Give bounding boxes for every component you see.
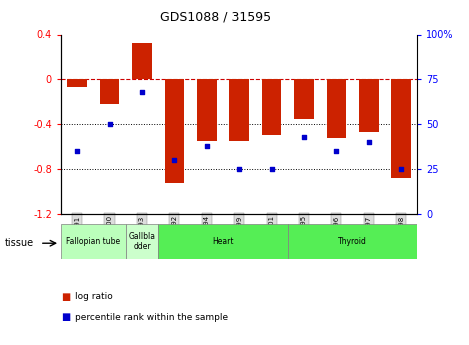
Text: Gallbla
dder: Gallbla dder: [129, 232, 156, 251]
Bar: [197, 79, 217, 141]
Bar: [262, 79, 281, 136]
Text: log ratio: log ratio: [75, 292, 113, 301]
Point: [397, 166, 405, 172]
Bar: [392, 79, 411, 178]
Point: [365, 139, 372, 145]
Point: [300, 134, 308, 139]
Bar: [294, 79, 314, 119]
Text: ■: ■: [61, 313, 70, 322]
Point: [171, 157, 178, 163]
Bar: [158, 224, 288, 259]
Bar: [68, 79, 87, 87]
Bar: [288, 224, 417, 259]
Text: Thyroid: Thyroid: [338, 237, 367, 246]
Text: tissue: tissue: [5, 238, 34, 248]
Bar: [132, 43, 151, 79]
Point: [268, 166, 275, 172]
Text: Heart: Heart: [212, 237, 234, 246]
Bar: [327, 79, 346, 138]
Point: [235, 166, 243, 172]
Point: [74, 148, 81, 154]
Bar: [61, 224, 126, 259]
Point: [333, 148, 340, 154]
Bar: [126, 224, 158, 259]
Text: GDS1088 / 31595: GDS1088 / 31595: [160, 10, 271, 23]
Bar: [359, 79, 378, 132]
Bar: [100, 79, 119, 104]
Text: Fallopian tube: Fallopian tube: [66, 237, 121, 246]
Text: percentile rank within the sample: percentile rank within the sample: [75, 313, 228, 322]
Bar: [229, 79, 249, 141]
Text: ■: ■: [61, 292, 70, 302]
Point: [203, 143, 211, 148]
Point: [138, 89, 146, 95]
Bar: [165, 79, 184, 183]
Point: [106, 121, 113, 127]
